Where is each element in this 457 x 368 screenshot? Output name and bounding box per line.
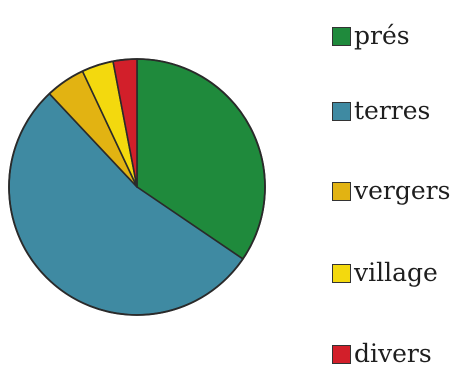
pie-outline <box>8 58 266 316</box>
legend-swatch-pres <box>332 26 351 46</box>
legend-swatch-divers <box>332 344 351 364</box>
legend: prés terres vergers village divers <box>332 0 457 368</box>
legend-item-terres: terres <box>332 97 430 125</box>
legend-swatch-terres <box>332 101 351 121</box>
legend-label-divers: divers <box>354 339 432 368</box>
legend-item-vergers: vergers <box>332 177 450 205</box>
pie-slices <box>8 58 266 316</box>
legend-label-terres: terres <box>354 96 431 125</box>
legend-swatch-vergers <box>332 181 351 201</box>
legend-label-pres: prés <box>354 21 410 50</box>
legend-label-village: village <box>354 258 438 287</box>
legend-label-vergers: vergers <box>354 176 451 205</box>
legend-item-divers: divers <box>332 340 432 368</box>
legend-swatch-village <box>332 263 351 283</box>
legend-item-pres: prés <box>332 22 410 50</box>
legend-item-village: village <box>332 259 438 287</box>
